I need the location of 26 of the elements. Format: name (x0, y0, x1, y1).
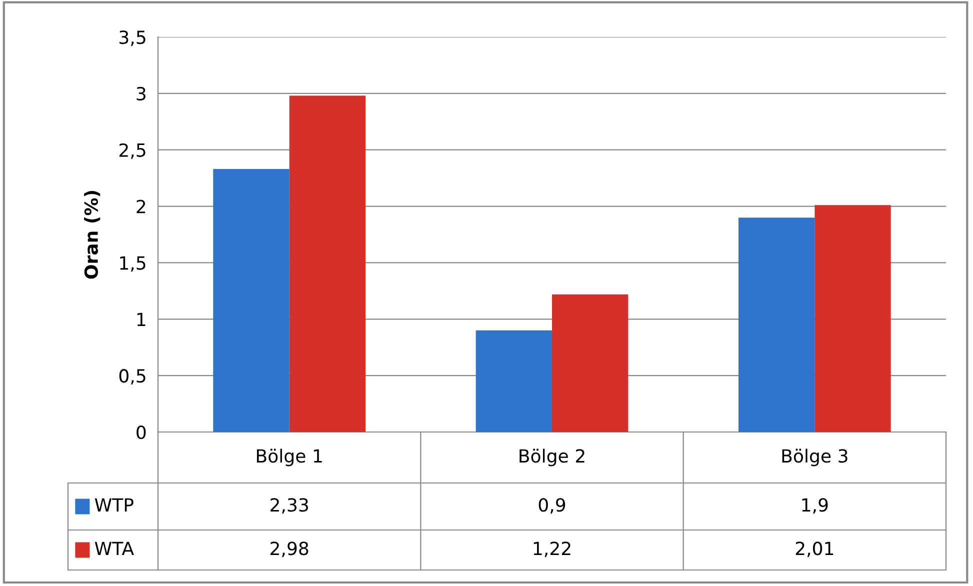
bar (552, 294, 628, 432)
y-tick-label: 1,5 (120, 256, 146, 272)
bar (476, 330, 552, 432)
data-label: 2,01 (796, 542, 834, 558)
bar (289, 96, 366, 432)
data-label: 1,9 (802, 498, 828, 514)
data-label: 2,98 (270, 542, 308, 558)
legend-label: WTA (94, 542, 134, 555)
data-label: 0,9 (538, 498, 566, 514)
data-label: 1,22 (534, 542, 570, 558)
y-tick-label: 0 (136, 425, 146, 440)
bar (213, 169, 290, 432)
y-tick-label: 2 (136, 200, 146, 214)
y-tick-label: 3,5 (120, 30, 146, 46)
bar (814, 205, 891, 432)
bar (738, 218, 815, 432)
y-axis-title: Oran (%) (84, 190, 100, 279)
y-tick-label: 2,5 (120, 143, 146, 159)
y-tick-label: 3 (136, 86, 146, 101)
y-tick-label: 1 (137, 312, 146, 326)
data-label: 2,33 (270, 498, 308, 514)
x-tick-label: Bölge 2 (520, 448, 584, 466)
y-tick-label: 0,5 (119, 369, 146, 385)
legend-label: WTP (94, 498, 134, 512)
x-tick-label: Bölge 1 (256, 448, 322, 466)
x-tick-label: Bölge 3 (782, 448, 848, 466)
